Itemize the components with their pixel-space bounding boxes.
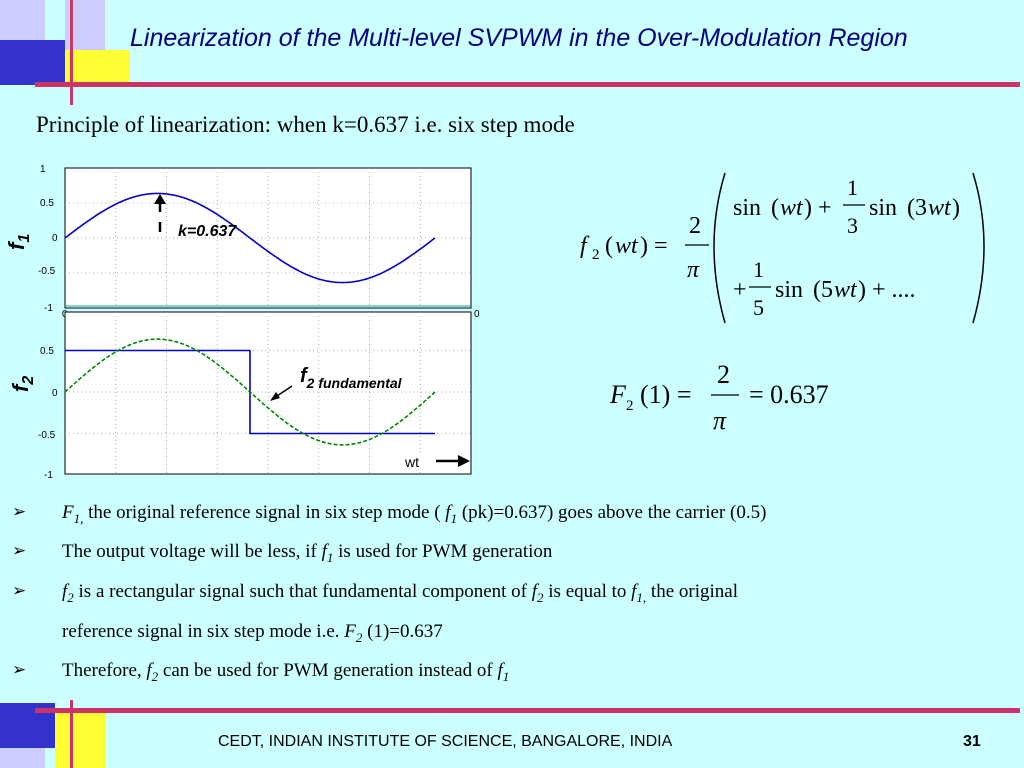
- chart-f1-ytick--0.5: -0.5: [38, 266, 56, 277]
- page-number: 31: [963, 733, 981, 750]
- k-arrow-head: [154, 194, 166, 204]
- chart-f2-ytick-0.5: 0.5: [40, 346, 54, 357]
- svg-text:1: 1: [753, 257, 764, 282]
- svg-text:(: (: [771, 195, 779, 221]
- f2-fundamental-arrow-head: [270, 392, 280, 401]
- wt-label-bg: [402, 453, 432, 471]
- svg-text:3: 3: [847, 213, 858, 238]
- chart-f2-fundamental-line: [64, 338, 436, 446]
- chart-f1-ytick--1: -1: [44, 303, 53, 314]
- footer-bar: [35, 708, 1020, 713]
- deco-bottom-vline: [70, 700, 73, 768]
- footer-institution: CEDT, INDIAN INSTITUTE OF SCIENCE, BANGA…: [218, 733, 673, 750]
- chart-f1-grid: [65, 168, 471, 308]
- svg-text:(5: (5: [813, 277, 833, 303]
- svg-text:F: F: [609, 380, 627, 409]
- svg-text:5: 5: [753, 295, 764, 320]
- eq2-num: 2: [717, 360, 730, 389]
- wt-arrow-head: [458, 455, 470, 467]
- k-label: k=0.637: [178, 223, 237, 240]
- chart-f1-series-line: [64, 192, 436, 284]
- f2-fundamental-label: f2 fundamental: [300, 365, 403, 391]
- svg-text:wt: wt: [834, 277, 858, 303]
- chart-f2-yticks: 0.5 0 -0.5 -1: [38, 346, 58, 481]
- chart-f1-ytick-0.5: 0.5: [40, 198, 54, 209]
- svg-text:f: f: [580, 233, 590, 259]
- chart-f1-ytick-1: 1: [40, 164, 46, 175]
- svg-text:) +: ) +: [804, 195, 832, 221]
- bullet-arrow-icon: ➢: [12, 660, 27, 680]
- svg-text:2: 2: [592, 247, 600, 263]
- svg-text:) =: ) =: [640, 233, 668, 259]
- title-underline-bar: [35, 82, 1020, 87]
- svg-text:2: 2: [626, 398, 634, 414]
- svg-text:): ): [952, 195, 960, 221]
- svg-text:wt: wt: [780, 195, 804, 221]
- slide-title: Linearization of the Multi-level SVPWM i…: [130, 24, 908, 52]
- chart-f1-ytick-0: 0: [52, 233, 58, 244]
- chart-f2-ytick-0: 0: [52, 388, 58, 399]
- deco-bottom-lavender: [0, 748, 45, 768]
- svg-text:+: +: [733, 277, 747, 303]
- bullet-arrow-icon: ➢: [12, 581, 27, 601]
- eq2-den: π: [713, 406, 727, 435]
- chart-f2-grid: [65, 312, 471, 474]
- chart-f1-xtick-right: 0: [474, 309, 480, 320]
- eq1-coef-den: π: [687, 257, 700, 283]
- svg-text:sin: sin: [733, 195, 761, 221]
- svg-text:(: (: [605, 233, 613, 259]
- equation-F2-value: F 2 (1) = 2 π = 0.637: [609, 360, 829, 435]
- deco-top-yellow: [65, 50, 130, 85]
- deco-top-lavender: [0, 0, 45, 40]
- svg-text:wt: wt: [928, 195, 952, 221]
- slide-subtitle: Principle of linearization: when k=0.637…: [36, 112, 575, 137]
- chart-f2-ytick--1: -1: [44, 470, 53, 481]
- f1-axis-label: f1: [4, 234, 33, 250]
- svg-text:1: 1: [847, 175, 858, 200]
- wt-label: wt: [404, 454, 419, 470]
- svg-text:sin: sin: [869, 195, 897, 221]
- equation-f2-series: f 2 ( wt ) = 2 π sin ( wt ) + 1 3 sin (3…: [580, 172, 985, 324]
- deco-top-blue: [0, 40, 65, 85]
- svg-text:wt: wt: [615, 233, 639, 259]
- deco-top-vline: [70, 0, 73, 105]
- f2-axis-label: f2: [8, 376, 37, 392]
- chart-f2-ytick--0.5: -0.5: [38, 430, 56, 441]
- eq2-rhs: = 0.637: [749, 380, 829, 409]
- waveform-figure: 1 0.5 0 -0.5 -1 0 0 k=0.637 f1 0.5 0 -0.…: [4, 164, 480, 481]
- svg-text:(1) =: (1) =: [640, 380, 691, 409]
- svg-text:sin: sin: [775, 277, 803, 303]
- svg-text:(3: (3: [907, 195, 927, 221]
- bullet-arrow-icon: ➢: [12, 502, 27, 522]
- eq1-coef-num: 2: [689, 213, 701, 239]
- bullet-arrow-icon: ➢: [12, 541, 27, 561]
- chart-f1-yticks: 1 0.5 0 -0.5 -1: [38, 164, 58, 314]
- deco-bottom-yellow: [55, 713, 105, 768]
- svg-text:) + ....: ) + ....: [858, 277, 916, 303]
